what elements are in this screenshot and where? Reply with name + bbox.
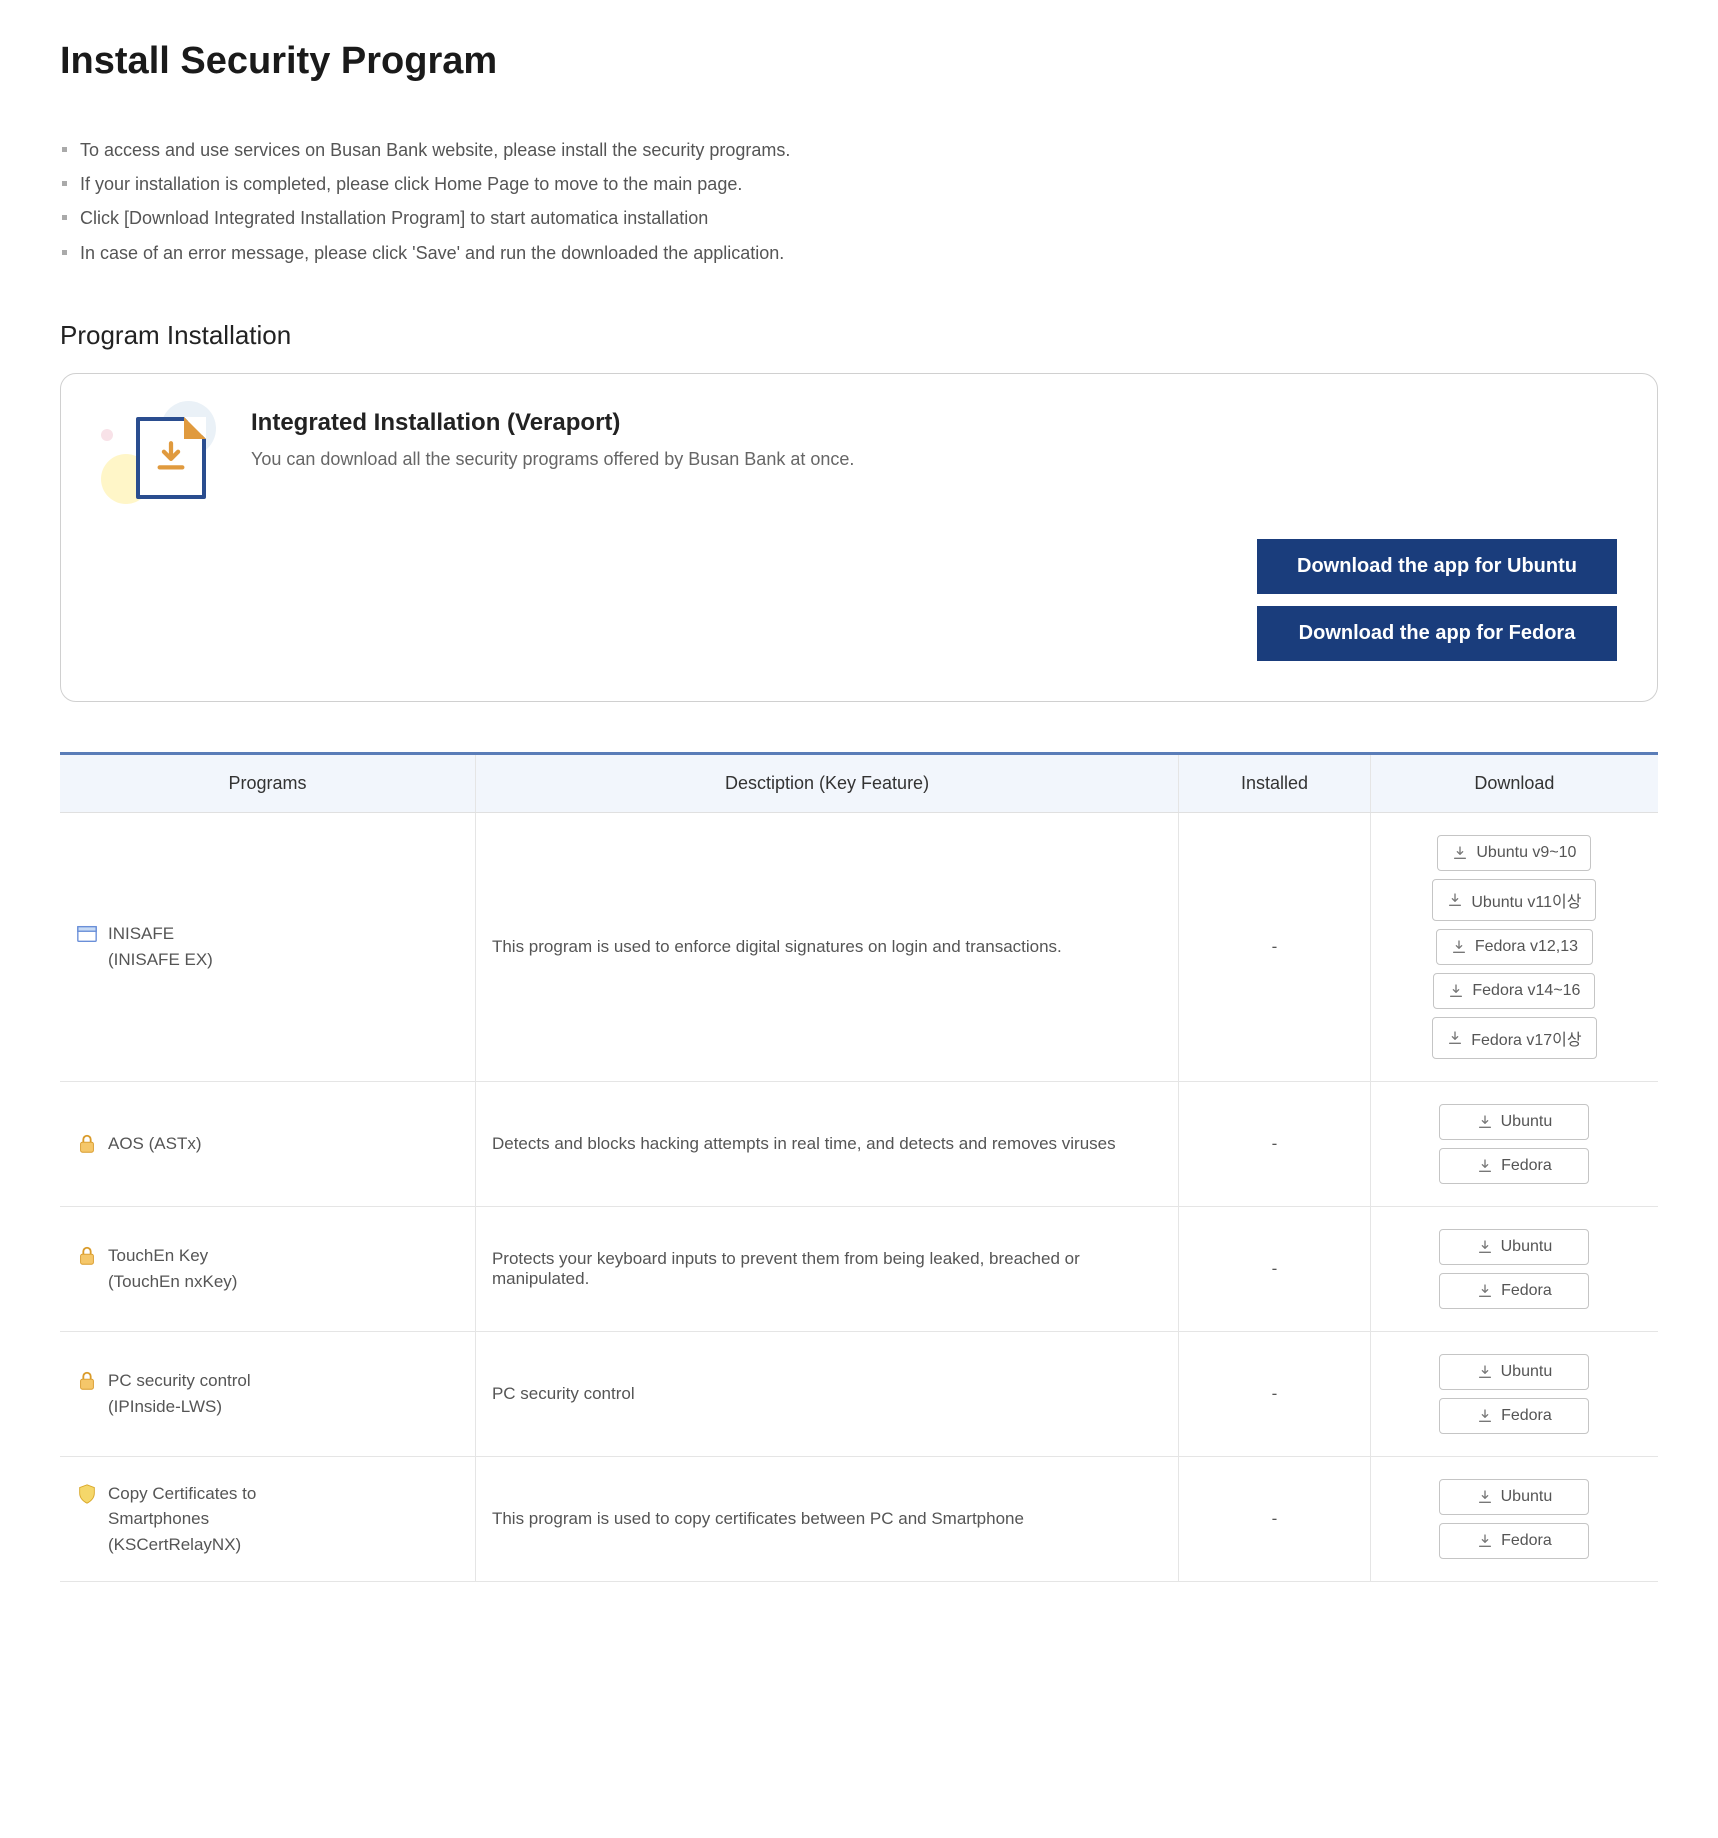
lock-icon <box>76 1370 98 1392</box>
download-button-label: Fedora <box>1501 1282 1552 1300</box>
download-button[interactable]: Ubuntu <box>1439 1354 1589 1390</box>
program-name-line: TouchEn Key <box>108 1243 237 1269</box>
download-button-label: Ubuntu <box>1501 1488 1553 1506</box>
intro-item: In case of an error message, please clic… <box>60 236 1658 270</box>
download-button[interactable]: Fedora <box>1439 1523 1589 1559</box>
th-programs: Programs <box>60 753 475 812</box>
program-description: Detects and blocks hacking attempts in r… <box>475 1081 1178 1206</box>
installed-status: - <box>1179 1206 1371 1331</box>
installed-status: - <box>1179 1456 1371 1581</box>
download-button[interactable]: Ubuntu v9~10 <box>1437 835 1591 871</box>
table-row: TouchEn Key(TouchEn nxKey) Protects your … <box>60 1206 1658 1331</box>
program-description: PC security control <box>475 1331 1178 1456</box>
integrated-install-box: Integrated Installation (Veraport) You c… <box>60 373 1658 702</box>
program-name-line: Copy Certificates to <box>108 1481 256 1507</box>
program-name-line: (INISAFE EX) <box>108 947 213 973</box>
intro-item: If your installation is completed, pleas… <box>60 167 1658 201</box>
program-description: This program is used to enforce digital … <box>475 812 1178 1081</box>
table-row: PC security control(IPInside-LWS)PC secu… <box>60 1331 1658 1456</box>
download-button-label: Ubuntu <box>1501 1238 1553 1256</box>
shield-icon <box>76 1483 98 1505</box>
download-button-label: Ubuntu <box>1501 1113 1553 1131</box>
program-description: Protects your keyboard inputs to prevent… <box>475 1206 1178 1331</box>
th-download: Download <box>1370 753 1658 812</box>
th-installed: Installed <box>1179 753 1371 812</box>
program-name-line: INISAFE <box>108 921 213 947</box>
download-button-label: Fedora <box>1501 1532 1552 1550</box>
download-button[interactable]: Fedora v12,13 <box>1436 929 1593 965</box>
download-button[interactable]: Ubuntu <box>1439 1479 1589 1515</box>
installed-status: - <box>1179 812 1371 1081</box>
program-name-line: (IPInside-LWS) <box>108 1394 251 1420</box>
program-description: This program is used to copy certificate… <box>475 1456 1178 1581</box>
download-button-label: Ubuntu v9~10 <box>1476 844 1576 862</box>
program-name-line: Smartphones <box>108 1506 256 1532</box>
program-name-line: AOS (ASTx) <box>108 1131 202 1157</box>
window-icon <box>76 923 98 945</box>
download-button[interactable]: Fedora v17이상 <box>1432 1017 1596 1059</box>
download-button[interactable]: Ubuntu <box>1439 1229 1589 1265</box>
download-button-label: Fedora v12,13 <box>1475 938 1578 956</box>
download-button-label: Fedora <box>1501 1157 1552 1175</box>
intro-item: To access and use services on Busan Bank… <box>60 133 1658 167</box>
download-button-label: Ubuntu v11이상 <box>1471 888 1581 912</box>
download-file-icon <box>101 409 221 509</box>
download-ubuntu-button[interactable]: Download the app for Ubuntu <box>1257 539 1617 594</box>
installed-status: - <box>1179 1081 1371 1206</box>
lock-icon <box>76 1245 98 1267</box>
table-row: Copy Certificates toSmartphones(KSCertRe… <box>60 1456 1658 1581</box>
table-row: AOS (ASTx) Detects and blocks hacking att… <box>60 1081 1658 1206</box>
download-button[interactable]: Fedora v14~16 <box>1433 973 1595 1009</box>
program-name-line: PC security control <box>108 1368 251 1394</box>
table-row: INISAFE(INISAFE EX) This program is used … <box>60 812 1658 1081</box>
download-fedora-button[interactable]: Download the app for Fedora <box>1257 606 1617 661</box>
installed-status: - <box>1179 1331 1371 1456</box>
download-button-label: Fedora v17이상 <box>1471 1026 1581 1050</box>
integrated-desc: You can download all the security progra… <box>251 449 854 470</box>
program-name-line: (TouchEn nxKey) <box>108 1269 237 1295</box>
download-button[interactable]: Fedora <box>1439 1148 1589 1184</box>
integrated-title: Integrated Installation (Veraport) <box>251 409 854 437</box>
download-button-label: Ubuntu <box>1501 1363 1553 1381</box>
intro-list: To access and use services on Busan Bank… <box>60 133 1658 270</box>
download-button[interactable]: Ubuntu <box>1439 1104 1589 1140</box>
lock-icon <box>76 1133 98 1155</box>
section-heading: Program Installation <box>60 320 1658 351</box>
page-title: Install Security Program <box>60 40 1658 83</box>
programs-table: Programs Desctiption (Key Feature) Insta… <box>60 752 1658 1582</box>
intro-item: Click [Download Integrated Installation … <box>60 201 1658 235</box>
download-button-label: Fedora <box>1501 1407 1552 1425</box>
download-button[interactable]: Fedora <box>1439 1273 1589 1309</box>
download-button-label: Fedora v14~16 <box>1472 982 1580 1000</box>
program-name-line: (KSCertRelayNX) <box>108 1532 256 1558</box>
download-button[interactable]: Ubuntu v11이상 <box>1432 879 1596 921</box>
download-button[interactable]: Fedora <box>1439 1398 1589 1434</box>
th-description: Desctiption (Key Feature) <box>475 753 1178 812</box>
